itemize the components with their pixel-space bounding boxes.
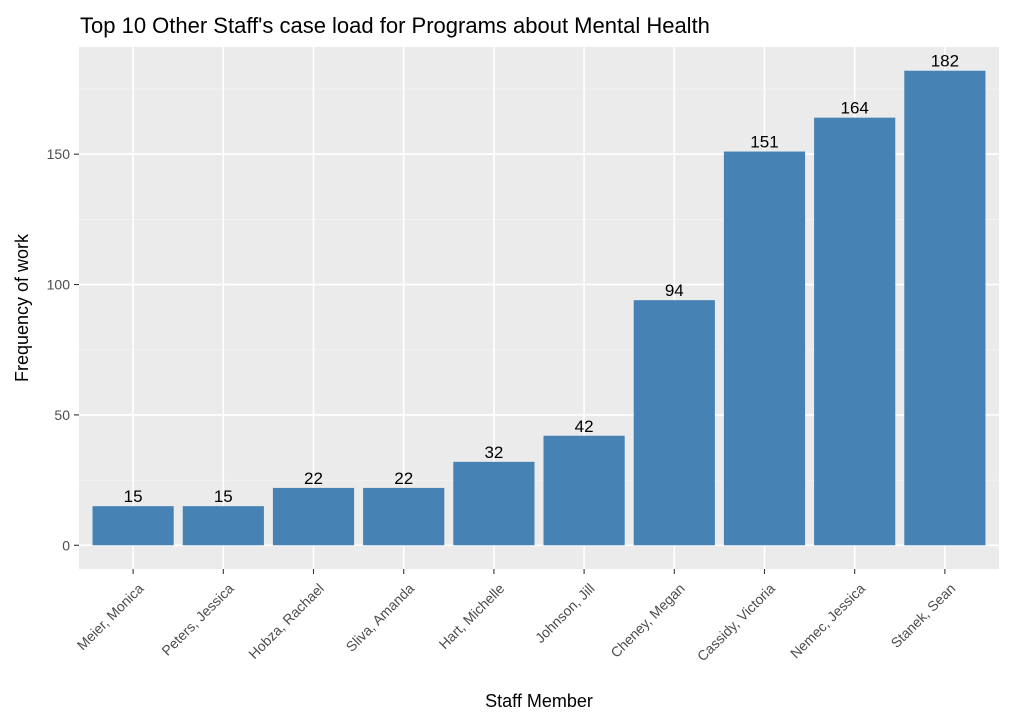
- x-tick-label: Hart, Michelle: [436, 580, 508, 652]
- bar: [363, 487, 445, 546]
- data-label: 22: [304, 469, 323, 488]
- x-tick-label: Cassidy, Victoria: [694, 580, 778, 664]
- y-tick-label: 50: [54, 407, 70, 423]
- data-label: 182: [931, 52, 959, 71]
- data-label: 151: [750, 133, 778, 152]
- bar: [453, 461, 535, 546]
- bar: [92, 506, 174, 546]
- x-tick-label: Cheney, Megan: [607, 580, 687, 660]
- bar: [723, 151, 806, 546]
- bar: [904, 70, 986, 546]
- data-label: 94: [665, 281, 684, 300]
- bar: [633, 300, 715, 546]
- y-tick-label: 150: [47, 146, 71, 162]
- y-axis: 0 50 100 150: [47, 146, 79, 553]
- bars: [92, 70, 986, 546]
- y-tick-label: 0: [62, 537, 70, 553]
- y-axis-title: Frequency of work: [12, 233, 32, 382]
- chart-title: Top 10 Other Staff's case load for Progr…: [80, 13, 710, 38]
- bar: [272, 487, 355, 546]
- x-axis: Meier, Monica Peters, Jessica Hobza, Racha…: [74, 569, 959, 664]
- data-label: 15: [214, 487, 233, 506]
- data-label: 164: [840, 99, 868, 118]
- data-labels: 15 15 22 22 32 42 94 151 164 182: [124, 52, 959, 506]
- x-tick-label: Stanek, Sean: [888, 580, 959, 651]
- data-label: 42: [575, 417, 594, 436]
- bar: [543, 435, 625, 546]
- bar: [814, 117, 896, 546]
- x-tick-label: Peters, Jessica: [158, 580, 237, 659]
- y-tick-label: 100: [47, 277, 71, 293]
- x-tick-label: Hobza, Rachael: [245, 580, 327, 662]
- data-label: 32: [484, 443, 503, 462]
- x-tick-label: Meier, Monica: [74, 580, 147, 653]
- x-tick-label: Nemec, Jessica: [787, 580, 868, 661]
- data-label: 22: [394, 469, 413, 488]
- x-axis-title: Staff Member: [485, 691, 593, 711]
- x-tick-label: Sliva, Amanda: [343, 580, 418, 655]
- x-tick-label: Johnson, Jill: [532, 580, 598, 646]
- bar: [182, 506, 264, 546]
- data-label: 15: [124, 487, 143, 506]
